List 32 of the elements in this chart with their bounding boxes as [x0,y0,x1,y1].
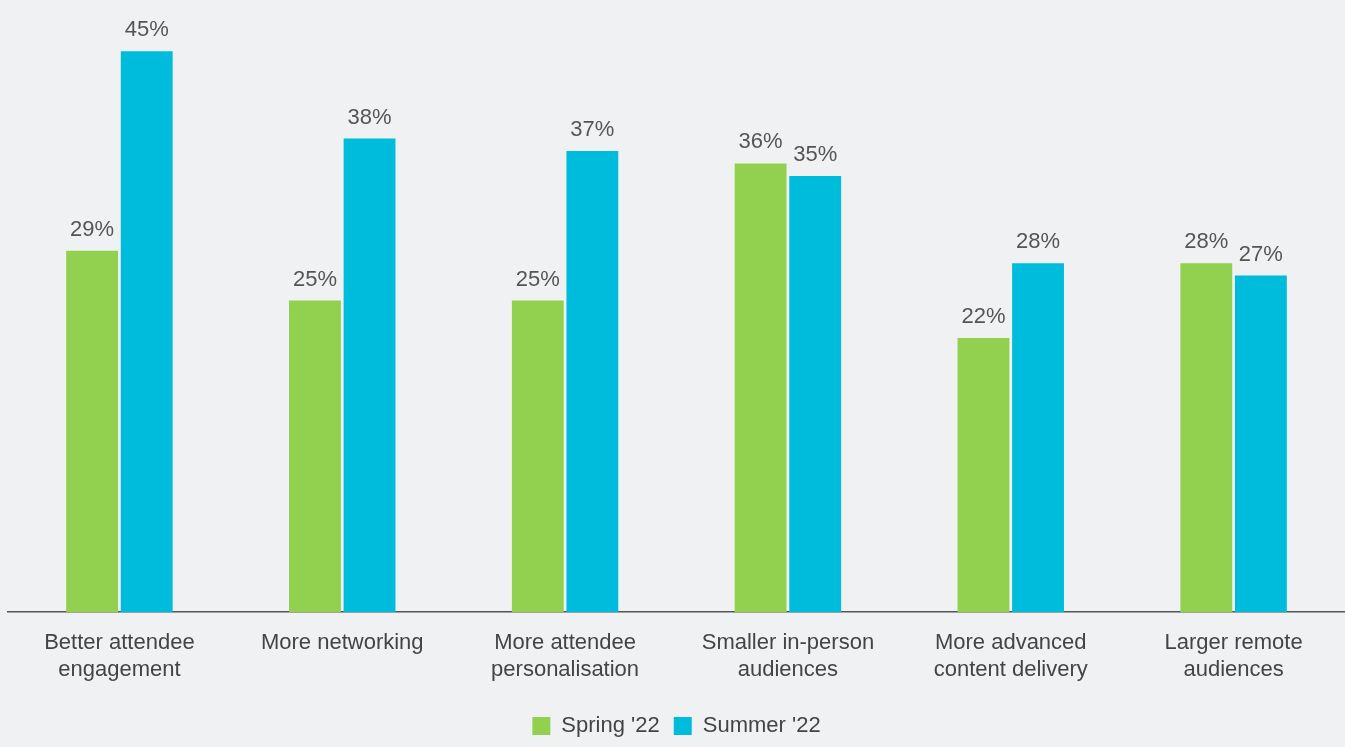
bar [511,300,564,613]
x-tick-label: Smaller in-person audiences [701,629,875,681]
x-tick-label: More advanced content delivery [933,629,1088,681]
data-label: 28% [1184,228,1229,254]
bar [289,300,341,613]
data-label: 38% [347,103,392,129]
bar [566,150,619,613]
bar [1012,263,1064,613]
data-label: 28% [1016,228,1061,254]
data-label: 25% [515,265,560,291]
data-label: 27% [1238,240,1283,266]
bar [957,337,1010,613]
data-label: 35% [793,140,838,166]
data-label: 25% [292,265,337,291]
legend-label: Summer '22 [702,712,821,738]
bar [343,138,396,613]
bar [789,175,842,613]
bar [120,51,173,613]
data-label: 22% [961,303,1006,329]
data-label: 45% [124,16,169,42]
bar [734,163,787,613]
x-tick-label: More attendee personalisation [491,629,640,681]
x-tick-label: More networking [260,629,424,655]
bar [1180,263,1233,613]
data-label: 36% [738,128,783,154]
bar [66,250,119,613]
data-label: 29% [70,215,115,241]
bar [1234,275,1287,613]
x-tick-label: Better attendee engagement [44,629,195,681]
data-label: 37% [570,116,615,142]
x-tick-label: Larger remote audiences [1164,629,1303,681]
legend-label: Spring '22 [561,712,660,738]
